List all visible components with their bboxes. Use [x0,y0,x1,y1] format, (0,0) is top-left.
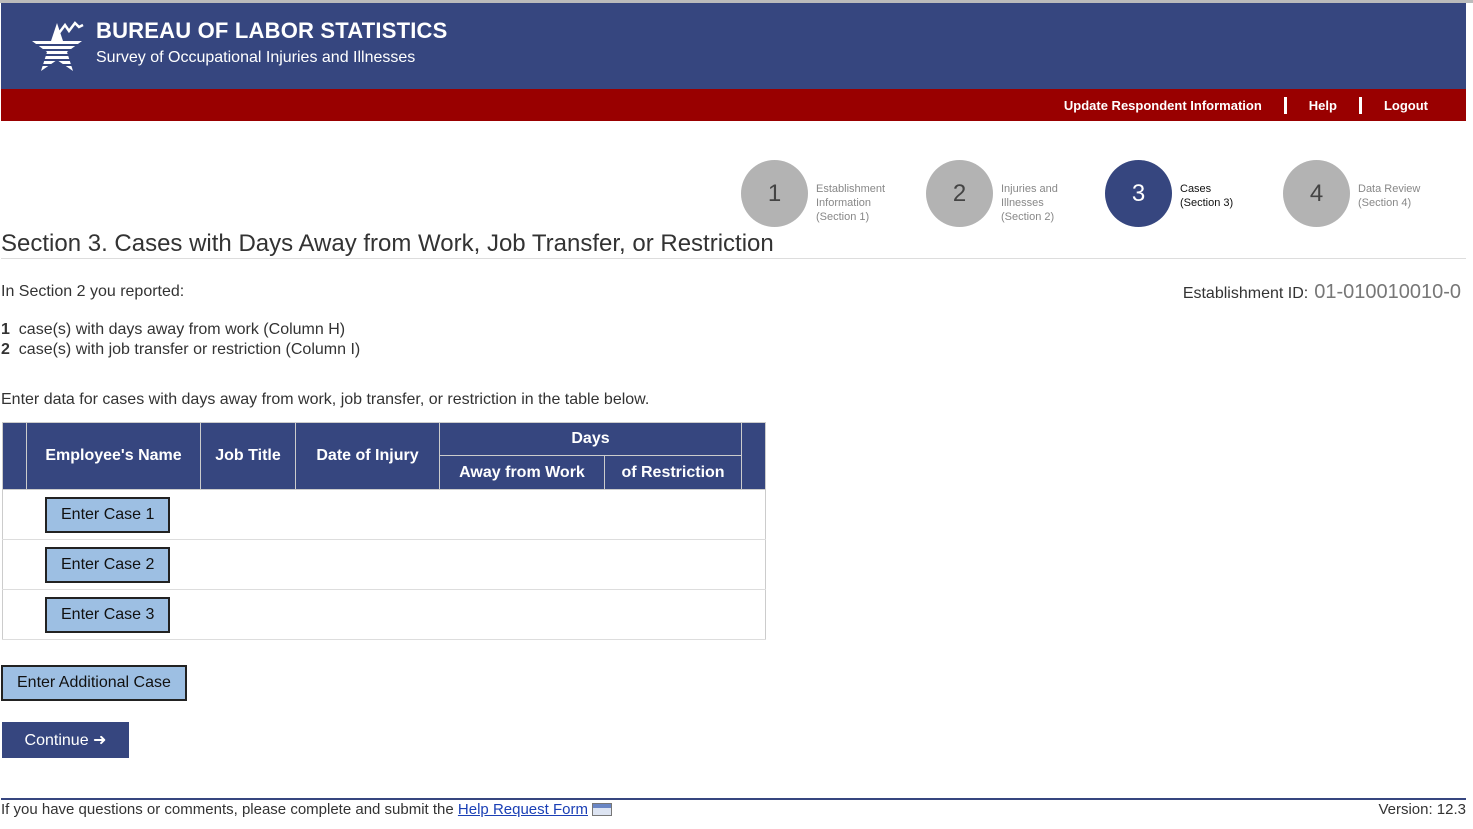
cases-table: Employee's Name Job Title Date of Injury… [2,422,766,640]
enter-additional-case-button[interactable]: Enter Additional Case [1,665,187,701]
reported-line-2: 2 case(s) with job transfer or restricti… [1,341,360,359]
step-label: Data Review (Section 4) [1358,183,1421,209]
step-1: 1 Establishment Information (Section 1) [741,160,885,227]
divider [1,258,1466,259]
reported-text: case(s) with days away from work (Column… [18,321,346,338]
header-employee-name: Employee's Name [26,422,201,490]
step-3-current: 3 Cases (Section 3) [1105,160,1233,227]
table-row: Enter Case 1 [2,489,766,540]
table-row: Enter Case 3 [2,589,766,640]
enter-case-2-button[interactable]: Enter Case 2 [45,546,171,583]
header-blank [741,422,766,490]
version: Version: 12.3 [1378,801,1466,818]
step-circle: 1 [741,160,808,227]
step-label: Establishment Information (Section 1) [816,183,886,223]
top-border [0,0,1473,3]
reported-count: 1 [1,321,10,338]
update-respondent-link[interactable]: Update Respondent Information [1063,97,1262,113]
enter-case-3-button[interactable]: Enter Case 3 [45,596,171,633]
reported-text: case(s) with job transfer or restriction… [18,341,361,358]
step-2: 2 Injuries and Illnesses (Section 2) [926,160,1058,227]
site-title: BUREAU OF LABOR STATISTICS [96,18,448,43]
help-link[interactable]: Help [1308,97,1337,113]
reported-line-1: 1 case(s) with days away from work (Colu… [1,321,345,339]
site-subtitle: Survey of Occupational Injuries and Illn… [96,49,416,66]
bls-star-logo-icon [29,21,85,71]
logout-link[interactable]: Logout [1383,97,1428,113]
header-days: Days [439,422,742,456]
header-date-of-injury: Date of Injury [295,422,440,490]
step-circle: 3 [1105,160,1172,227]
header-blank [2,422,27,490]
step-4: 4 Data Review (Section 4) [1283,160,1420,227]
footer-divider [1,798,1466,800]
establishment-id: Establishment ID: 01-010010010-0 [1183,281,1461,304]
enter-case-1-button[interactable]: Enter Case 1 [45,496,171,533]
continue-label: Continue [24,732,89,749]
step-label: Cases (Section 3) [1180,183,1234,209]
footer-message: If you have questions or comments, pleas… [1,801,458,818]
arrow-right-icon: ➜ [93,732,107,749]
step-label: Injuries and Illnesses (Section 2) [1001,183,1058,223]
footer-text: If you have questions or comments, pleas… [1,801,613,818]
step-circle: 4 [1283,160,1350,227]
nav-divider [1283,96,1287,114]
page-title: Section 3. Cases with Days Away from Wor… [1,230,774,257]
header-away-from-work: Away from Work [439,455,605,490]
header-job-title: Job Title [200,422,296,490]
step-circle: 2 [926,160,993,227]
top-nav-bar: Update Respondent Information Help Logou… [1,89,1466,121]
nav-divider [1358,96,1362,114]
header-of-restriction: of Restriction [604,455,742,490]
table-row: Enter Case 2 [2,539,766,590]
establishment-id-label: Establishment ID: [1182,285,1309,302]
new-window-icon [592,803,613,816]
site-header: BUREAU OF LABOR STATISTICS Survey of Occ… [1,3,1466,89]
establishment-id-value: 01-010010010-0 [1314,281,1461,303]
reported-intro: In Section 2 you reported: [1,283,185,300]
help-request-form-link[interactable]: Help Request Form [457,801,588,818]
reported-count: 2 [1,341,10,358]
instructions: Enter data for cases with days away from… [1,391,650,408]
continue-button[interactable]: Continue ➜ [2,722,129,758]
